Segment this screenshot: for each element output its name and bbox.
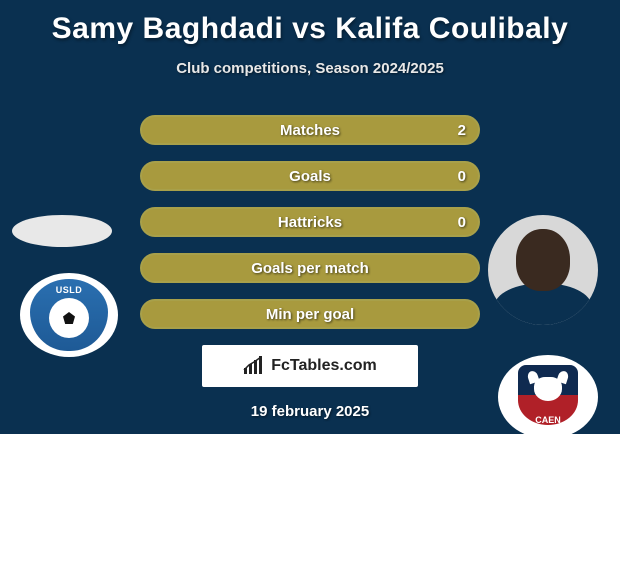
stat-value-right: 2	[458, 122, 466, 139]
brand-box: FcTables.com	[202, 345, 418, 387]
stat-value-right: 0	[458, 214, 466, 231]
stat-row-matches: Matches 2	[140, 115, 480, 145]
stat-label: Goals	[289, 168, 331, 185]
soccer-ball-icon	[49, 298, 89, 338]
stat-label: Min per goal	[266, 306, 354, 323]
stat-row-hattricks: Hattricks 0	[140, 207, 480, 237]
brand-text: FcTables.com	[271, 357, 377, 375]
stat-row-goals: Goals 0	[140, 161, 480, 191]
club-right-code: CAEN	[514, 415, 582, 425]
page-subtitle: Club competitions, Season 2024/2025	[0, 60, 620, 77]
stats-panel: USLD CAEN Matches 2 Goals 0 Hattricks 0	[0, 95, 620, 434]
club-left-code: USLD	[56, 285, 83, 295]
stat-row-mpg: Min per goal	[140, 299, 480, 329]
header-panel: Samy Baghdadi vs Kalifa Coulibaly Club c…	[0, 0, 620, 95]
page-title: Samy Baghdadi vs Kalifa Coulibaly	[0, 12, 620, 46]
bar-chart-icon	[243, 356, 265, 376]
player-right-avatar	[488, 215, 598, 325]
stat-label: Hattricks	[278, 214, 342, 231]
stat-value-right: 0	[458, 168, 466, 185]
stat-row-gpm: Goals per match	[140, 253, 480, 283]
club-left-badge: USLD	[20, 273, 118, 357]
player-left-avatar	[12, 215, 112, 247]
stat-label: Matches	[280, 122, 340, 139]
stat-rows: Matches 2 Goals 0 Hattricks 0 Goals per …	[140, 115, 480, 329]
club-right-badge: CAEN	[498, 355, 598, 439]
stat-label: Goals per match	[251, 260, 369, 277]
